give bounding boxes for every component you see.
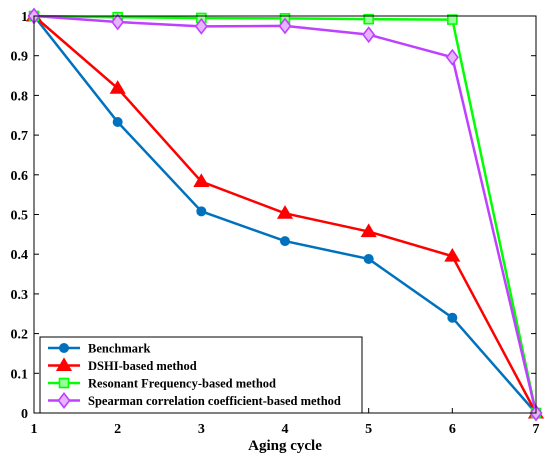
x-tick-label: 6 — [449, 422, 456, 437]
y-tick-label: 0.7 — [11, 129, 29, 144]
x-tick-label: 4 — [282, 422, 289, 437]
x-tick-label: 7 — [533, 422, 540, 437]
x-tick-label: 2 — [114, 422, 121, 437]
data-point — [360, 223, 377, 238]
y-tick-label: 0.4 — [11, 248, 29, 263]
data-point — [276, 205, 294, 219]
y-tick-label: 0.8 — [11, 89, 29, 104]
legend-box — [39, 336, 363, 414]
data-point — [447, 14, 458, 25]
data-point — [363, 13, 374, 25]
data-point — [196, 206, 207, 217]
y-tick-label: 0.6 — [11, 169, 29, 184]
legend-entry: Spearman correlation coefficient-based m… — [48, 392, 341, 409]
y-tick-label: 0.2 — [11, 328, 29, 343]
x-tick-label: 1 — [31, 422, 38, 437]
y-tick-label: 0.5 — [11, 209, 29, 224]
legend-label: Benchmark — [88, 342, 151, 356]
data-point — [445, 48, 459, 66]
data-point — [444, 248, 461, 262]
data-point — [112, 116, 123, 127]
data-point — [111, 13, 125, 31]
y-tick-label: 0 — [21, 407, 28, 422]
y-axis-ticks: 0 0.1 0.2 0.3 0.4 0.5 0.6 0.7 0.8 0.9 1 — [11, 10, 536, 422]
legend-label: DSHI-based method — [88, 359, 197, 373]
data-point — [447, 312, 458, 323]
series-4 — [27, 7, 543, 422]
legend-swatch-marker — [58, 377, 70, 389]
legend-swatch-marker — [55, 357, 73, 371]
data-point — [194, 17, 208, 35]
data-point — [278, 17, 292, 35]
y-tick-label: 0.3 — [11, 288, 29, 303]
legend-entry: Benchmark — [48, 342, 151, 356]
data-point — [193, 173, 210, 188]
data-point — [363, 253, 374, 264]
data-point — [280, 236, 290, 247]
y-tick-label: 1 — [21, 10, 28, 25]
series-2 — [25, 7, 545, 419]
x-tick-label: 3 — [198, 422, 205, 437]
data-point — [362, 26, 376, 44]
y-tick-label: 0.9 — [11, 50, 29, 65]
legend-entry: Resonant Frequency-based method — [48, 377, 276, 391]
legend-label: Spearman correlation coefficient-based m… — [88, 394, 341, 408]
data-point — [109, 80, 126, 94]
series-layer — [25, 7, 545, 422]
x-tick-label: 5 — [365, 422, 372, 437]
x-axis-label: Aging cycle — [248, 438, 322, 454]
legend-entry: DSHI-based method — [48, 357, 197, 373]
legend: Benchmark DSHI-based method Resonant Frequ… — [39, 336, 363, 414]
legend-swatch-marker — [57, 392, 71, 409]
y-tick-label: 0.1 — [11, 367, 29, 382]
legend-swatch-marker — [59, 343, 69, 353]
legend-label: Resonant Frequency-based method — [88, 377, 276, 391]
